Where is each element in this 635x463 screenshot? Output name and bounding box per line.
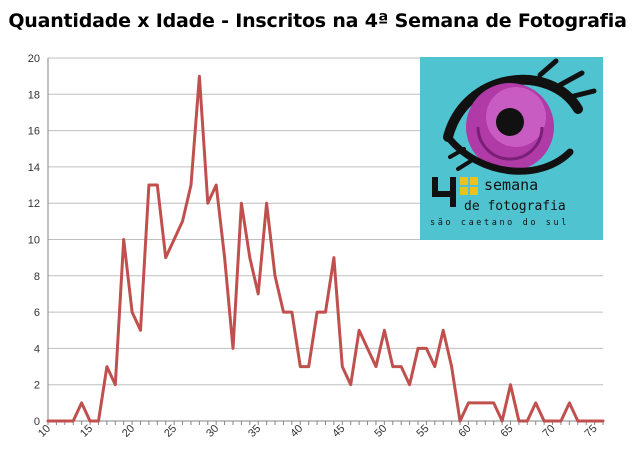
x-tick-label: 65: [498, 423, 515, 440]
y-tick-label: 8: [34, 271, 40, 283]
x-tick-label: 25: [162, 423, 179, 440]
x-tick-label: 50: [372, 423, 389, 440]
y-tick-label: 2: [34, 380, 40, 392]
y-axis: 0 2 4 6 8 10 12 14 16 18 20: [28, 53, 49, 428]
logo-location: são caetano do sul: [430, 218, 569, 228]
eye-icon: [443, 58, 597, 175]
chart-title: Quantidade x Idade - Inscritos na 4ª Sem…: [8, 10, 627, 32]
data-series: [46, 74, 605, 423]
y-tick-label: 20: [28, 53, 40, 65]
x-tick-label: 40: [288, 423, 305, 440]
y-tick-label: 18: [28, 89, 40, 101]
y-tick-label: 16: [28, 126, 40, 138]
semana-de-fotografia-logo: semana de fotografia são caetano do sul: [420, 57, 603, 240]
x-axis: 10 15 20 25 30 35 40 45 50 55 60 65 70 75: [36, 420, 604, 440]
x-tick-label: 15: [78, 423, 95, 440]
y-tick-label: 14: [28, 162, 40, 174]
x-tick-label: 75: [583, 423, 600, 440]
y-tick-label: 10: [28, 235, 40, 247]
y-tick-label: 6: [34, 307, 40, 319]
logo-line1: semana: [484, 176, 538, 194]
y-tick-label: 4: [34, 343, 40, 355]
x-tick-label: 70: [541, 423, 558, 440]
x-tick-label: 55: [414, 423, 431, 440]
logo-line2: de fotografia: [464, 199, 566, 214]
x-tick-label: 20: [120, 423, 137, 440]
logo-number-four: [432, 177, 478, 207]
y-tick-label: 12: [28, 198, 40, 210]
x-tick-label: 35: [246, 423, 263, 440]
y-tick-label: 0: [34, 416, 40, 428]
x-tick-label: 60: [456, 423, 473, 440]
x-tick-label: 30: [204, 423, 221, 440]
x-tick-label: 45: [330, 423, 347, 440]
